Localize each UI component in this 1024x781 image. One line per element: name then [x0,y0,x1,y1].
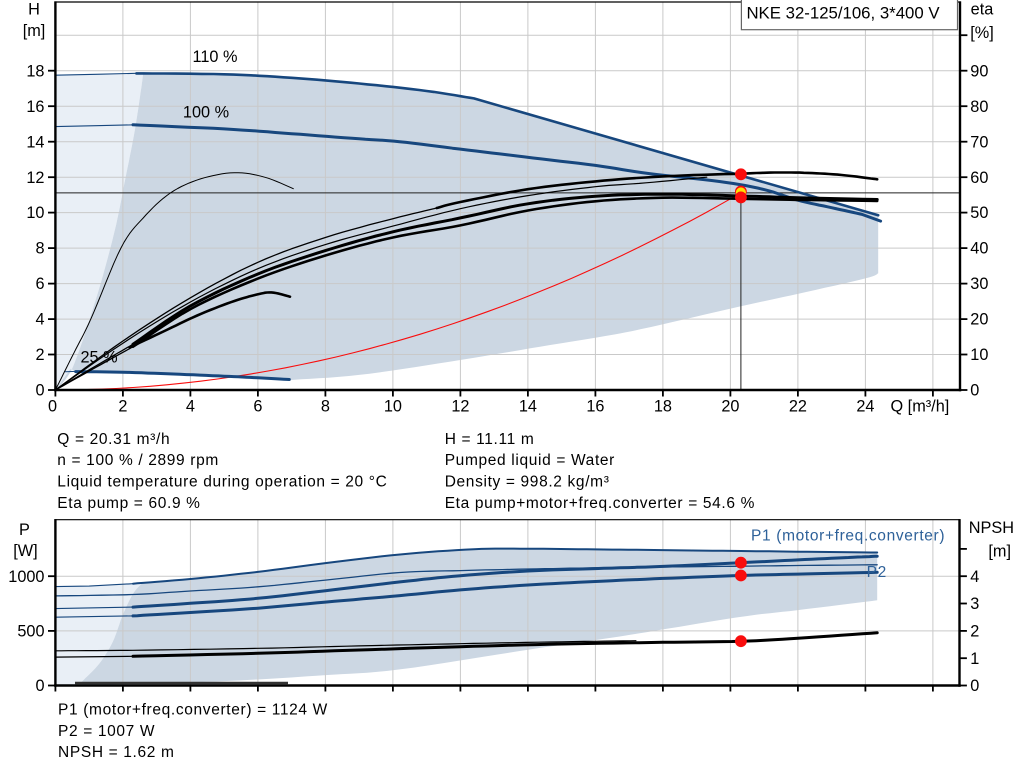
svg-text:110 %: 110 % [193,48,238,66]
svg-text:[%]: [%] [970,24,994,42]
svg-text:50: 50 [970,204,988,222]
svg-text:n = 100 % / 2899 rpm: n = 100 % / 2899 rpm [57,452,219,469]
svg-text:4: 4 [186,397,195,415]
svg-text:6: 6 [35,275,44,293]
svg-text:P1 (motor+freq.converter) = 11: P1 (motor+freq.converter) = 1124 W [58,702,328,719]
svg-text:16: 16 [26,98,44,116]
svg-text:40: 40 [970,240,988,258]
svg-text:100 %: 100 % [183,104,229,122]
svg-text:NPSH = 1.62 m: NPSH = 1.62 m [58,744,175,761]
svg-text:16: 16 [586,397,604,415]
svg-text:18: 18 [26,62,44,80]
svg-text:10: 10 [26,204,44,222]
svg-text:4: 4 [35,311,44,329]
svg-text:18: 18 [654,397,672,415]
svg-text:10: 10 [970,346,988,364]
svg-text:8: 8 [35,240,44,258]
svg-text:P2: P2 [867,564,887,581]
svg-text:2: 2 [35,346,44,364]
svg-text:12: 12 [451,397,469,415]
svg-text:0: 0 [35,382,44,400]
svg-text:[m]: [m] [988,543,1011,561]
svg-text:12: 12 [26,169,44,187]
svg-text:24: 24 [856,397,874,415]
svg-text:25 %: 25 % [80,349,117,367]
svg-text:Q = 20.31 m³/h: Q = 20.31 m³/h [57,431,170,448]
svg-text:P: P [19,521,30,539]
svg-text:0: 0 [970,677,979,695]
svg-text:80: 80 [970,98,988,116]
svg-text:NPSH: NPSH [969,519,1014,537]
svg-text:[W]: [W] [13,542,37,560]
svg-text:Liquid temperature during oper: Liquid temperature during operation = 20… [57,474,387,491]
svg-text:Pumped liquid = Water: Pumped liquid = Water [445,452,615,469]
svg-text:1: 1 [970,650,979,668]
svg-text:H = 11.11 m: H = 11.11 m [445,431,535,448]
svg-text:20: 20 [970,311,988,329]
svg-text:500: 500 [17,623,44,641]
svg-text:P1 (motor+freq.converter): P1 (motor+freq.converter) [751,528,945,545]
svg-text:H: H [28,1,40,19]
svg-text:[m]: [m] [23,22,46,40]
svg-text:60: 60 [970,169,988,187]
svg-text:30: 30 [970,275,988,293]
svg-text:70: 70 [970,133,988,151]
svg-text:6: 6 [253,397,262,415]
svg-text:4: 4 [970,568,979,586]
svg-text:Q [m³/h]: Q [m³/h] [890,397,949,415]
svg-text:10: 10 [384,397,402,415]
svg-text:20: 20 [721,397,739,415]
svg-text:14: 14 [519,397,537,415]
svg-text:22: 22 [789,397,807,415]
svg-text:P2 = 1007 W: P2 = 1007 W [58,723,155,740]
svg-text:NKE 32-125/106, 3*400 V: NKE 32-125/106, 3*400 V [746,4,940,23]
svg-text:1000: 1000 [8,568,44,586]
svg-text:Density = 998.2 kg/m³: Density = 998.2 kg/m³ [445,474,610,491]
svg-text:3: 3 [970,595,979,613]
svg-text:eta: eta [971,1,995,19]
svg-text:90: 90 [970,62,988,80]
svg-text:2: 2 [118,397,127,415]
svg-text:0: 0 [48,397,57,415]
svg-text:0: 0 [970,382,979,400]
svg-text:14: 14 [26,133,44,151]
svg-text:2: 2 [970,623,979,641]
svg-text:Eta pump+motor+freq.converter: Eta pump+motor+freq.converter = 54.6 % [445,495,755,512]
svg-text:0: 0 [35,677,44,695]
svg-text:8: 8 [321,397,330,415]
svg-text:Eta pump = 60.9 %: Eta pump = 60.9 % [57,495,200,512]
